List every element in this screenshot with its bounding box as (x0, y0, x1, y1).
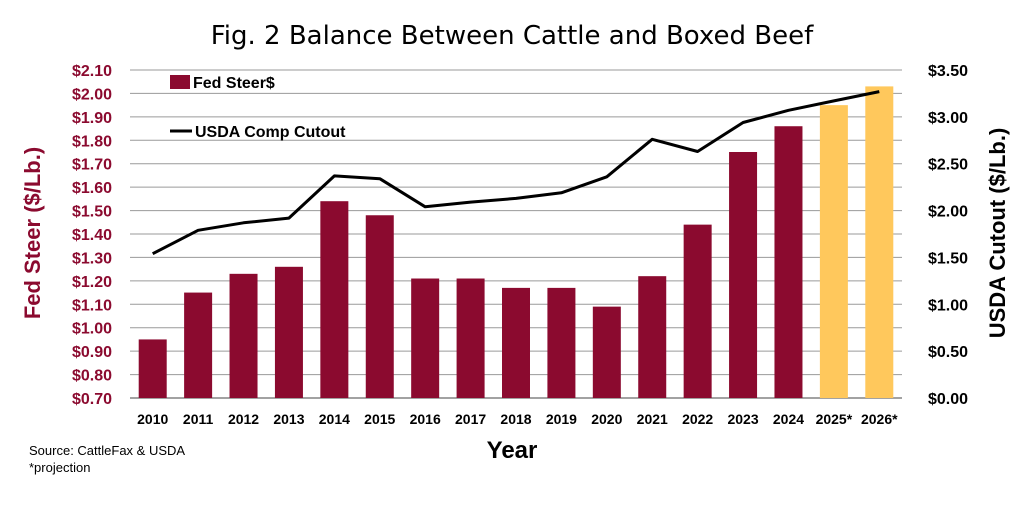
left-tick-label: $1.60 (72, 180, 112, 197)
bar-2013 (274, 266, 303, 398)
legend-swatch-fed-steer (170, 75, 190, 89)
source-text: Source: CattleFax & USDA (29, 443, 186, 458)
bar-2014 (320, 201, 349, 398)
x-tick-label: 2024 (773, 411, 804, 427)
left-tick-label: $1.40 (72, 227, 112, 244)
right-tick-label: $3.00 (928, 110, 968, 127)
x-axis-ticks: 2010 2011 2012 2013 2014 2015 2016 2017 2018 2019… (137, 411, 898, 427)
x-tick-label: 2026* (861, 411, 898, 427)
legend-label-fed-steer: Fed Steer$ (193, 75, 275, 92)
cutout-line (152, 90, 880, 256)
bar-2012 (229, 273, 258, 398)
x-tick-label: 2017 (455, 411, 486, 427)
x-tick-label: 2023 (727, 411, 758, 427)
legend-label-cutout: USDA Comp Cutout (195, 124, 346, 141)
left-tick-label: $1.10 (72, 297, 112, 314)
x-tick-label: 2020 (591, 411, 622, 427)
bar-2021 (638, 276, 667, 398)
left-tick-label: $0.90 (72, 344, 112, 361)
left-tick-label: $0.80 (72, 368, 112, 385)
bar-2024 (774, 126, 803, 398)
bar-2017 (456, 278, 485, 398)
legend: Fed Steer$ USDA Comp Cutout (170, 75, 346, 141)
right-tick-label: $3.50 (928, 63, 968, 80)
x-tick-label: 2012 (228, 411, 259, 427)
x-tick-label: 2019 (546, 411, 577, 427)
left-axis-ticks: $0.70 $0.80 $0.90 $1.00 $1.10 $1.20 $1.30 $1.40… (72, 63, 112, 408)
x-tick-label: 2014 (319, 411, 350, 427)
bar-2025-proj (819, 105, 848, 399)
left-tick-label: $1.70 (72, 157, 112, 174)
y-axis-left-label: Fed Steer ($/Lb.) (20, 147, 45, 319)
left-tick-label: $1.50 (72, 204, 112, 221)
left-tick-label: $2.00 (72, 86, 112, 103)
left-tick-label: $1.20 (72, 274, 112, 291)
right-tick-label: $0.00 (928, 391, 968, 408)
left-tick-label: $1.80 (72, 133, 112, 150)
right-tick-label: $2.50 (928, 157, 968, 174)
left-tick-label: $2.10 (72, 63, 112, 80)
right-tick-label: $1.50 (928, 250, 968, 267)
projection-note: *projection (29, 460, 91, 475)
bar-2011 (184, 292, 213, 398)
fed-steer-bars (138, 86, 894, 399)
x-tick-label: 2022 (682, 411, 713, 427)
x-tick-label: 2011 (183, 411, 214, 427)
bar-2022 (683, 224, 712, 398)
right-tick-label: $0.50 (928, 344, 968, 361)
right-axis-ticks: $0.00 $0.50 $1.00 $1.50 $2.00 $2.50 $3.00 $3.50 (928, 63, 968, 408)
bar-2016 (411, 278, 440, 398)
x-axis-label: Year (487, 437, 538, 464)
x-tick-label: 2021 (637, 411, 668, 427)
y-axis-right-label: USDA Cutout ($/Lb.) (985, 128, 1010, 339)
x-tick-label: 2025* (816, 411, 853, 427)
left-tick-label: $0.70 (72, 391, 112, 408)
left-tick-label: $1.00 (72, 321, 112, 338)
chart-title: Fig. 2 Balance Between Cattle and Boxed … (211, 21, 814, 51)
bar-2018 (502, 287, 530, 398)
x-tick-label: 2018 (500, 411, 531, 427)
source-note: Source: CattleFax & USDA *projection (29, 442, 185, 476)
x-tick-label: 2015 (364, 411, 395, 427)
bar-2023 (729, 152, 758, 398)
x-tick-label: 2013 (273, 411, 304, 427)
right-tick-label: $2.00 (928, 204, 968, 221)
left-tick-label: $1.90 (72, 110, 112, 127)
bar-2010 (138, 339, 167, 398)
bar-2026-proj (865, 86, 894, 399)
bar-2020 (592, 306, 621, 398)
x-tick-label: 2016 (410, 411, 441, 427)
cutout-line-layer (152, 90, 880, 256)
x-tick-label: 2010 (137, 411, 168, 427)
bar-2015 (365, 215, 394, 398)
left-tick-label: $1.30 (72, 250, 112, 267)
bar-2019 (547, 287, 576, 398)
right-tick-label: $1.00 (928, 297, 968, 314)
